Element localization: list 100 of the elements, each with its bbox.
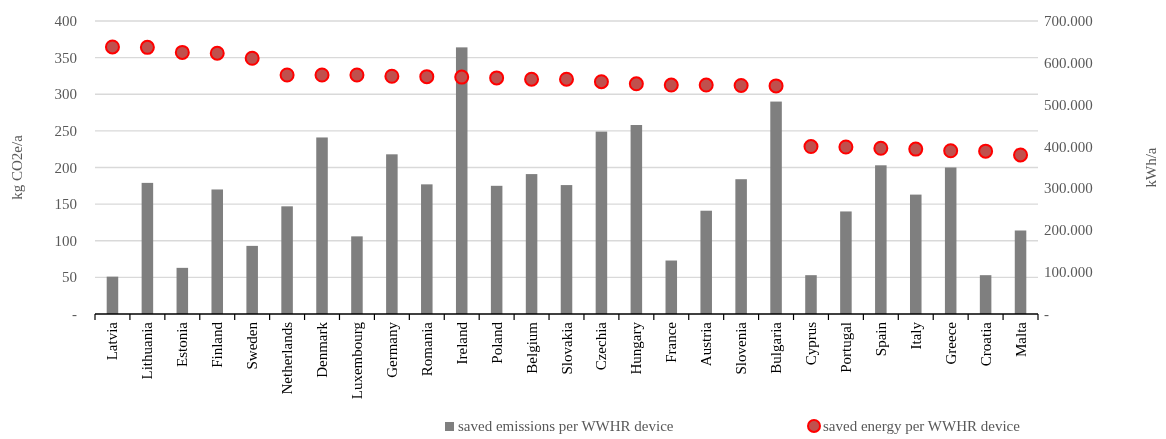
x-tick-label: Bulgaria	[768, 321, 785, 374]
y2-tick-label: 600.000	[1044, 54, 1093, 71]
point	[174, 44, 190, 60]
point	[524, 71, 540, 87]
point	[244, 50, 260, 66]
point	[1013, 147, 1029, 163]
bar	[525, 174, 538, 314]
y-tick-label: 250	[54, 122, 77, 139]
point	[104, 39, 120, 55]
point	[419, 69, 435, 85]
x-tick-label: Denmark	[314, 321, 331, 378]
y-tick-label: 350	[54, 49, 77, 66]
point	[489, 70, 505, 86]
bar	[351, 236, 363, 314]
bar	[176, 267, 189, 314]
x-tick-label: Slovakia	[558, 321, 575, 375]
point	[139, 39, 155, 55]
x-tick-label: Lithuania	[139, 321, 156, 380]
x-tick-label: Croatia	[977, 321, 994, 367]
point	[209, 45, 225, 61]
x-tick-label: Germany	[383, 321, 400, 378]
point	[279, 67, 295, 83]
legend-label: saved emissions per WWHR device	[458, 418, 674, 434]
bar	[944, 167, 957, 314]
bar	[246, 245, 258, 314]
bar	[560, 185, 573, 314]
point	[768, 78, 784, 94]
bar	[316, 137, 328, 314]
bar	[490, 185, 503, 314]
y2-tick-label: 300.000	[1044, 180, 1093, 197]
point	[384, 68, 400, 84]
point	[838, 139, 854, 155]
x-tick-label: Estonia	[174, 321, 191, 367]
x-tick-label: Latvia	[104, 321, 121, 361]
y2-axis-title: kWh/a	[1143, 147, 1159, 188]
bar	[106, 276, 119, 314]
y-tick-label: 400	[54, 13, 77, 29]
point	[698, 77, 714, 93]
point	[349, 67, 365, 83]
y2-tick-label: 200.000	[1044, 222, 1093, 239]
y2-tick-label: 400.000	[1044, 138, 1093, 155]
point	[663, 77, 679, 93]
x-tick-label: Portugal	[837, 322, 854, 373]
point	[628, 76, 644, 92]
y-axis-title: kg CO2e/a	[9, 134, 25, 200]
bar	[1014, 230, 1027, 314]
y-tick-label: 50	[62, 269, 77, 286]
bar	[211, 189, 223, 314]
point	[978, 143, 994, 159]
y2-tick-label: -	[1044, 306, 1049, 322]
x-tick-label: Romania	[418, 321, 435, 377]
legend-label: saved energy per WWHR device	[823, 418, 1021, 434]
point	[943, 143, 959, 159]
point	[559, 71, 574, 87]
x-tick-label: Ireland	[453, 321, 470, 365]
y-tick-label: 150	[54, 196, 77, 213]
point	[454, 69, 470, 85]
x-tick-label: France	[663, 321, 680, 363]
y-tick-label: -	[72, 306, 77, 322]
x-tick-label: Malta	[1012, 321, 1029, 357]
point	[593, 74, 609, 90]
bar	[840, 211, 852, 314]
x-tick-label: Greece	[942, 321, 959, 365]
x-tick-label: Slovenia	[733, 321, 750, 375]
y2-tick-label: 500.000	[1044, 96, 1093, 113]
y-tick-label: 200	[54, 159, 77, 176]
bar	[805, 275, 817, 314]
bar	[875, 165, 887, 314]
x-tick-label: Austria	[698, 321, 715, 367]
point	[873, 140, 889, 156]
y-tick-label: 100	[54, 232, 77, 249]
x-tick-label: Spain	[872, 321, 889, 357]
bar	[421, 184, 433, 314]
x-tick-label: Finland	[209, 321, 226, 368]
y-tick-label: 300	[54, 86, 77, 103]
x-tick-label: Hungary	[628, 321, 645, 375]
bar	[700, 210, 712, 314]
y2-tick-label: 100.000	[1044, 264, 1093, 281]
bar	[455, 47, 468, 314]
bar	[595, 131, 608, 314]
bar	[770, 101, 782, 314]
x-tick-label: Cyprus	[802, 321, 819, 366]
x-tick-label: Luxembourg	[348, 321, 365, 400]
bar	[141, 182, 154, 314]
bar	[665, 260, 678, 314]
x-tick-label: Netherlands	[279, 321, 296, 395]
x-tick-label: Poland	[488, 321, 505, 364]
x-tick-label: Czechia	[593, 321, 610, 371]
bar	[735, 179, 747, 314]
point	[314, 67, 330, 83]
x-tick-label: Sweden	[244, 321, 261, 370]
y2-tick-label: 700.000	[1044, 13, 1093, 29]
point	[908, 141, 924, 157]
bar	[910, 194, 922, 314]
bar	[281, 206, 293, 314]
x-tick-label: Italy	[907, 321, 924, 350]
bar	[630, 125, 643, 314]
point	[803, 139, 819, 155]
bar	[386, 154, 398, 314]
bar	[979, 275, 992, 314]
